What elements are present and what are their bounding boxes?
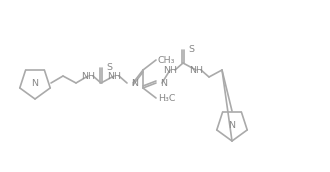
Text: N: N	[131, 78, 138, 88]
Text: NH: NH	[81, 72, 95, 80]
Text: N: N	[228, 121, 236, 130]
Text: NH: NH	[107, 72, 121, 80]
Text: NH: NH	[189, 66, 203, 74]
Text: S: S	[188, 45, 194, 53]
Text: NH: NH	[163, 66, 177, 74]
Text: N: N	[160, 78, 167, 88]
Text: N: N	[31, 78, 39, 88]
Text: S: S	[106, 62, 112, 72]
Text: CH₃: CH₃	[158, 56, 176, 64]
Text: H₃C: H₃C	[158, 94, 176, 103]
